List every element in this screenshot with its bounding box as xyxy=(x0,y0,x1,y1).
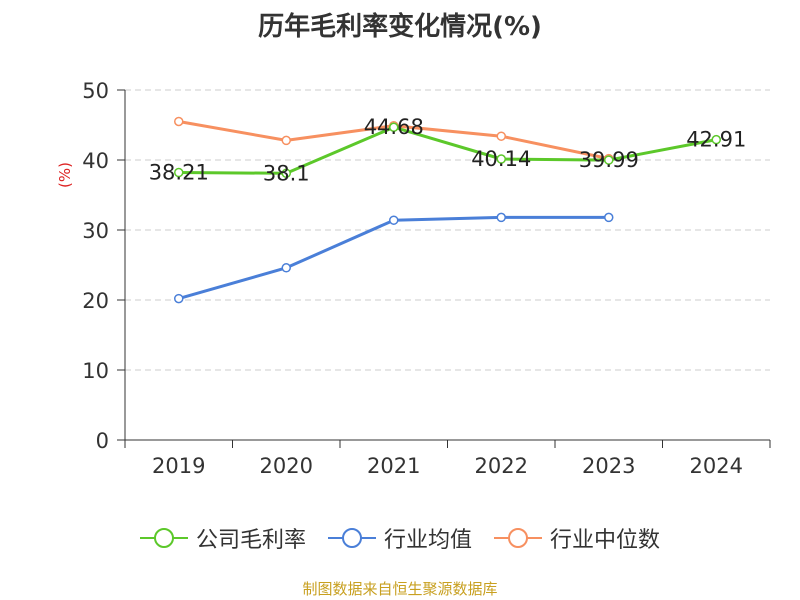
legend-label: 公司毛利率 xyxy=(195,528,306,553)
axes: 0 10 20 30 40 50 2019 2020 2021 2022 2023 2024 (%) xyxy=(56,79,771,478)
x-tick-label: 2019 xyxy=(152,454,205,478)
chart-title: 历年毛利率变化情况(%) xyxy=(258,12,542,42)
x-tick-label: 2023 xyxy=(582,454,635,478)
data-point xyxy=(281,263,291,273)
series-line-1 xyxy=(178,215,609,301)
x-tick-label: 2021 xyxy=(367,454,420,478)
x-tick-label: 2020 xyxy=(260,454,313,478)
data-point xyxy=(281,135,291,146)
data-point xyxy=(174,167,184,178)
legend-swatch xyxy=(327,528,376,548)
y-tick-label: 10 xyxy=(82,359,109,383)
gridlines xyxy=(125,89,770,371)
data-point xyxy=(711,134,721,145)
y-tick-label: 30 xyxy=(82,219,109,243)
data-point xyxy=(389,215,399,225)
series-lines xyxy=(174,116,721,304)
legend-label: 行业均值 xyxy=(383,528,472,553)
data-point xyxy=(281,168,291,179)
legend-item[interactable]: 公司毛利率 xyxy=(139,522,306,554)
data-point xyxy=(496,212,506,223)
series-line-0 xyxy=(178,125,717,175)
y-tick-label: 40 xyxy=(82,149,109,173)
legend-swatch xyxy=(139,528,188,548)
data-label: 38.21 xyxy=(149,161,209,185)
legend-label: 行业中位数 xyxy=(550,528,661,553)
y-axis-label: (%) xyxy=(56,162,74,188)
data-point xyxy=(496,131,506,141)
data-point xyxy=(496,154,506,164)
data-label: 42.91 xyxy=(686,128,746,152)
data-point xyxy=(604,212,614,223)
data-point xyxy=(174,116,184,127)
legend-item[interactable]: 行业均值 xyxy=(327,522,472,554)
legend-swatch-marker xyxy=(153,528,174,548)
data-point xyxy=(174,293,184,304)
x-tick-label: 2024 xyxy=(690,454,743,478)
data-labels: 38.21 38.1 44.68 40.14 39.99 42.91 xyxy=(149,115,747,185)
source-note: 制图数据来自恒生聚源数据库 xyxy=(302,580,498,598)
data-label: 44.68 xyxy=(364,115,424,139)
x-tick-label: 2022 xyxy=(475,454,528,478)
data-label: 40.14 xyxy=(471,147,531,171)
legend-swatch xyxy=(494,528,542,548)
data-point xyxy=(389,122,399,132)
y-tick-label: 0 xyxy=(96,429,109,453)
legend-swatch-marker xyxy=(508,528,528,548)
data-label: 38.1 xyxy=(263,161,310,185)
y-tick-label: 50 xyxy=(82,79,109,103)
legend-item[interactable]: 行业中位数 xyxy=(494,522,660,554)
y-tick-label: 20 xyxy=(82,289,109,313)
legend-swatch-marker xyxy=(341,528,362,548)
data-point xyxy=(604,155,614,165)
legend: 公司毛利率 行业均值 行业中位数 xyxy=(0,518,800,558)
data-label: 39.99 xyxy=(579,148,639,172)
